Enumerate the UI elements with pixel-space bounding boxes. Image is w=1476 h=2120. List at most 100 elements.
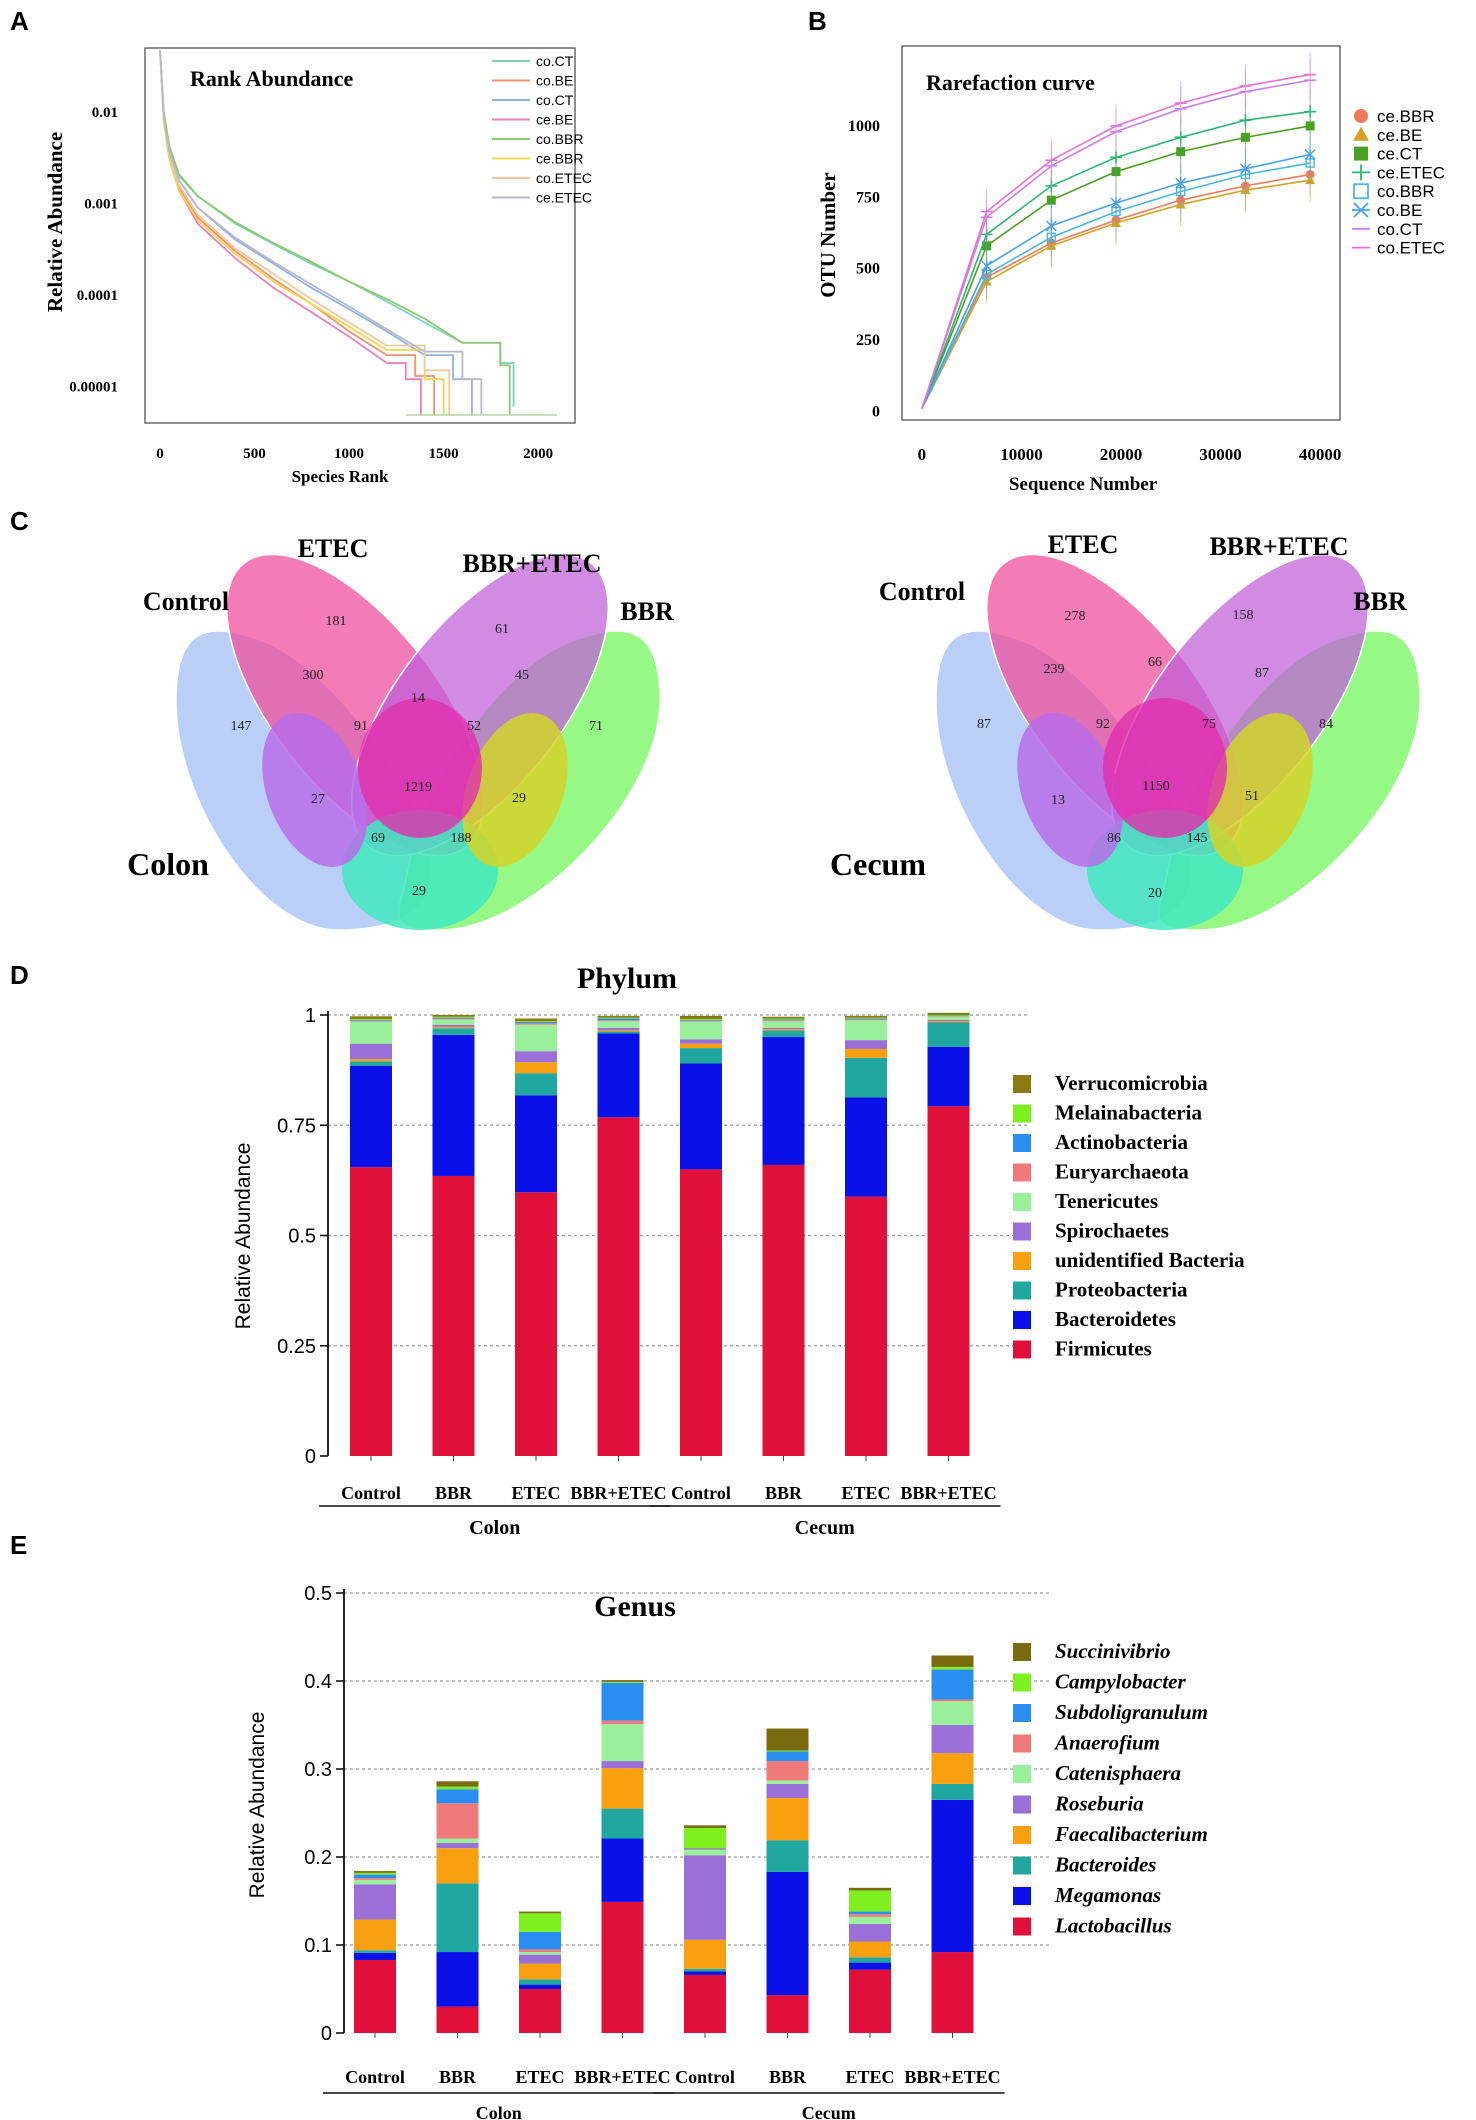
rank-abundance-line-co-ETEC [159,49,451,415]
rank-abundance-legend-label: co.CT [536,92,574,108]
rarefaction-legend-label: ce.ETEC [1377,163,1445,182]
rarefaction-xtick: 30000 [1199,445,1242,464]
legend-label: Lactobacillus [1054,1914,1172,1938]
bar-segment-megamonas [519,1984,561,1989]
bar-segment-firmicutes [515,1192,557,1456]
bar-segment-roseburia [849,1923,891,1942]
rarefaction-title: Rarefaction curve [926,70,1095,95]
bar-segment-unidentified-bacteria [762,1029,805,1031]
venn-cecum-right-region [1207,713,1313,867]
bar-segment-tenericutes [762,1021,805,1028]
bar-segment-unidentified-bacteria [845,1048,887,1058]
legend-label: Succinivibrio [1055,1639,1171,1663]
legend-label: Melainabacteria [1055,1101,1202,1125]
bar-segment-verrucomicrobia [597,1015,640,1018]
venn-colon-right-region [462,713,568,867]
rank-abundance-legend-label: co.CT [536,53,574,69]
ytick-label: 0 [305,1446,316,1468]
venn-colon-count: 91 [354,719,368,734]
bar-segment-unidentified-bacteria [927,1021,970,1023]
bar-segment-firmicutes [597,1117,640,1456]
rarefaction-frame [901,45,1341,421]
legend-swatch [1013,1734,1031,1753]
legend-label: Catenisphaera [1055,1761,1181,1785]
bar-segment-melainabacteria [350,1018,392,1020]
bar-segment-megamonas [931,1799,974,1953]
venn-cecum-count: 84 [1319,717,1333,732]
venn-cecum-count: 1150 [1142,779,1169,794]
rarefaction-xtick: 20000 [1100,445,1143,464]
venn-cecum-count: 87 [1255,666,1269,681]
bar-segment-euryarchaeota [927,1015,970,1017]
legend-label: Spirochaetes [1055,1219,1169,1243]
rarefaction-legend-label: ce.CT [1377,145,1422,164]
bar-segment-spirochaetes [350,1043,392,1060]
xtick-label: BBR+ETEC [574,2067,670,2087]
xtick-label: Control [341,1483,401,1503]
venn-colon-count: 29 [512,791,526,806]
genus-title: Genus [594,1590,676,1623]
bar-segment-spirochaetes [762,1027,805,1030]
legend-swatch [1013,1134,1031,1152]
bar-segment-megamonas [436,1952,479,2007]
phylum-ylabel: Relative Abundance [232,1143,255,1330]
bar-segment-roseburia [684,1855,726,1940]
bar-segment-spirochaetes [927,1019,970,1022]
bar-segment-firmicutes [432,1175,475,1456]
bar-segment-subdoligranulum [684,1848,726,1850]
rarefaction-legend-label: ce.BE [1377,126,1422,145]
ytick-label: 0.1 [304,1935,332,1957]
bar-segment-verrucomicrobia [845,1015,887,1018]
bar-segment-euryarchaeota [680,1020,722,1022]
bar-segment-succinivibrio [519,1911,561,1914]
panel-label-b: B [808,6,827,36]
venn-colon-label-etec: ETEC [298,534,369,563]
bar-segment-firmicutes [350,1167,392,1456]
bar-segment-bacteroidetes [515,1095,557,1193]
bar-segment-tenericutes [350,1021,392,1044]
bar-segment-bacteroides [354,1950,396,1953]
bar-segment-melainabacteria [432,1016,475,1018]
ytick-label: 0.75 [277,1115,316,1137]
rarefaction-legend-marker [1354,109,1368,123]
bar-segment-subdoligranulum [601,1682,644,1721]
ytick-label: 1 [305,1005,316,1027]
rank-abundance-ytick: 0.00001 [69,379,118,395]
bar-segment-campylobacter [354,1872,396,1875]
rarefaction-ytick: 250 [856,332,880,349]
xtick-label: BBR+ETEC [570,1483,666,1503]
venn-cecum-count: 86 [1107,831,1121,846]
bar-segment-anaerofium [354,1878,396,1880]
venn-colon-count: 14 [411,691,425,706]
rarefaction-point [1110,197,1122,210]
bar-segment-actinobacteria [845,1018,887,1020]
legend-swatch [1013,1887,1031,1905]
legend-swatch [1013,1340,1031,1359]
rank-abundance-xtick: 2000 [523,446,553,462]
venn-cecum-bottom-region [1087,810,1243,930]
bar-segment-subdoligranulum [931,1669,974,1700]
bar-segment-bacteroidetes [432,1034,475,1176]
bar-segment-roseburia [931,1725,974,1754]
bar-segment-subdoligranulum [436,1789,479,1804]
legend-label: Tenericutes [1055,1189,1158,1213]
bar-segment-spirochaetes [680,1039,722,1044]
rank-abundance-legend-label: co.ETEC [536,170,592,186]
xtick-label: BBR [439,2067,477,2087]
rarefaction-point [1175,177,1187,190]
bar-segment-faecalibacterium [849,1941,891,1958]
rank-abundance-legend-label: co.BE [536,73,573,89]
ytick-label: 0.4 [304,1671,332,1693]
bar-segment-actinobacteria [432,1017,475,1019]
rarefaction-point [981,259,993,272]
rank-abundance-legend-label: ce.BE [536,112,573,128]
bar-segment-melainabacteria [597,1017,640,1019]
legend-label: Campylobacter [1055,1670,1186,1694]
rarefaction-legend-label: co.CT [1377,220,1422,239]
bar-segment-anaerofium [436,1803,479,1839]
legend-swatch [1013,1673,1031,1692]
bar-segment-lactobacillus [601,1901,644,2033]
bar-segment-lactobacillus [354,1959,396,2033]
bar-segment-succinivibrio [354,1871,396,1873]
bar-segment-unidentified-bacteria [680,1043,722,1049]
